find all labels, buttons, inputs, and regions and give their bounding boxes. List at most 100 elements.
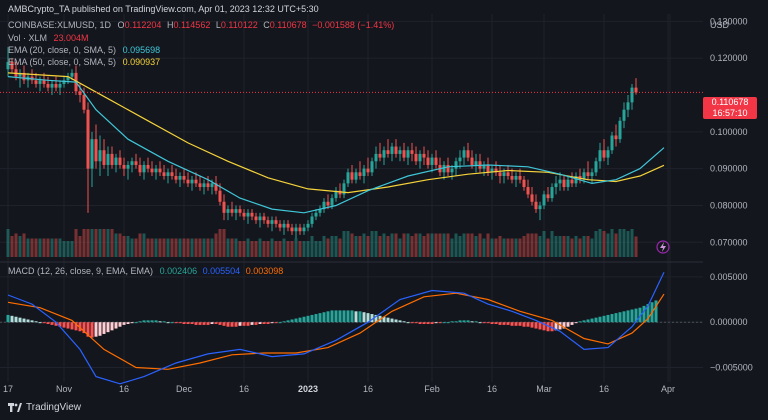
histogram-bar (526, 322, 530, 327)
volume-bar (146, 238, 150, 257)
volume-bar (182, 238, 186, 257)
candle-body (294, 227, 298, 232)
candle-body (94, 139, 98, 162)
candle-body (350, 172, 354, 180)
last-price-badge: 0.110678 16:57:10 (703, 97, 757, 119)
volume-bar (142, 233, 146, 257)
histogram-bar (622, 311, 626, 323)
macd-tick-label: −0.005000 (710, 363, 753, 373)
histogram-bar (438, 322, 442, 324)
histogram-bar (574, 322, 578, 324)
volume-bar (338, 238, 342, 257)
candle-body (402, 150, 406, 158)
histogram-bar (342, 310, 346, 323)
volume-bar (418, 233, 422, 257)
bar-countdown: 16:57:10 (712, 108, 748, 118)
candle-body (90, 139, 94, 169)
candle-body (322, 201, 326, 210)
volume-bar (74, 229, 78, 257)
volume-bar (634, 236, 638, 257)
tradingview-footer[interactable]: TradingView (8, 402, 81, 413)
histogram-bar (174, 322, 178, 324)
candle-body (526, 187, 530, 195)
histogram-bar (86, 322, 90, 337)
histogram-bar (166, 322, 170, 324)
histogram-bar (514, 322, 518, 326)
time-tick-label: 16 (487, 384, 497, 394)
time-tick-label: 16 (599, 384, 609, 394)
candle-body (266, 220, 270, 224)
histogram-bar (38, 322, 42, 324)
ema20-label: EMA (20, close, 0, SMA, 5) (8, 45, 117, 55)
candle-body (370, 161, 374, 173)
volume-bar (34, 238, 38, 257)
volume-bar (90, 229, 94, 257)
volume-bar (382, 233, 386, 257)
volume-bar (450, 238, 454, 257)
histogram-bar (390, 318, 394, 323)
volume-bar (586, 236, 590, 257)
volume-bar (150, 238, 154, 257)
histogram-bar (374, 314, 378, 323)
histogram-bar (230, 322, 234, 327)
histogram-bar (422, 322, 426, 324)
candle-body (66, 76, 70, 81)
volume-bar (598, 229, 602, 257)
candle-body (254, 216, 258, 221)
histogram-bar (314, 314, 318, 323)
histogram-bar (262, 322, 266, 324)
volume-bar (38, 238, 42, 257)
histogram-bar (562, 322, 566, 329)
histogram-bar (434, 322, 438, 324)
volume-bar (578, 238, 582, 257)
time-axis: 17 Nov 16 Dec 16 2023 16 Feb 16 Mar 16 Apr (3, 384, 675, 394)
histogram-bar (158, 321, 162, 323)
candle-body (86, 109, 90, 169)
histogram-bar (518, 322, 522, 326)
histogram-bar (630, 309, 634, 323)
candle-body (142, 164, 146, 173)
volume-bar (310, 236, 314, 257)
volume-bar (102, 229, 106, 257)
volume-bar (178, 238, 182, 257)
candle-body (198, 183, 202, 188)
volume-bar (106, 229, 110, 257)
candle-body (6, 61, 10, 70)
volume-bar (270, 238, 274, 257)
volume-bar (486, 233, 490, 257)
volume-bar (278, 241, 282, 257)
candle-body (222, 201, 226, 213)
histogram-bar (566, 322, 570, 327)
candle-body (382, 150, 386, 158)
histogram-bar (58, 322, 62, 327)
candle-body (474, 161, 478, 165)
macd-label: MACD (12, 26, close, 9, EMA, EMA) (8, 266, 154, 276)
histogram-bar (466, 320, 470, 323)
last-price: 0.110678 (711, 97, 749, 107)
volume-bar (366, 236, 370, 257)
volume-value: 23.004M (53, 33, 89, 43)
volume-bar (202, 238, 206, 257)
candle-body (18, 72, 22, 77)
histogram-bar (506, 322, 510, 325)
histogram-bar (118, 322, 122, 327)
volume-bar (502, 238, 506, 257)
histogram-bar (346, 310, 350, 323)
volume-bar (170, 238, 174, 257)
candle-body (546, 194, 550, 199)
histogram-bar (610, 314, 614, 323)
histogram-bar (242, 322, 246, 326)
histogram-bar (46, 322, 50, 324)
histogram-bar (142, 320, 146, 323)
histogram-bar (70, 322, 74, 330)
histogram-bar (282, 321, 286, 323)
histogram-bar (178, 322, 182, 324)
lightning-icon[interactable] (656, 240, 670, 254)
histogram-bar (94, 322, 98, 337)
candle-body (562, 179, 566, 188)
histogram-bar (98, 322, 102, 336)
candle-body (230, 209, 234, 213)
histogram-bar (254, 322, 258, 325)
volume-bar (302, 241, 306, 257)
volume-bar (390, 233, 394, 257)
